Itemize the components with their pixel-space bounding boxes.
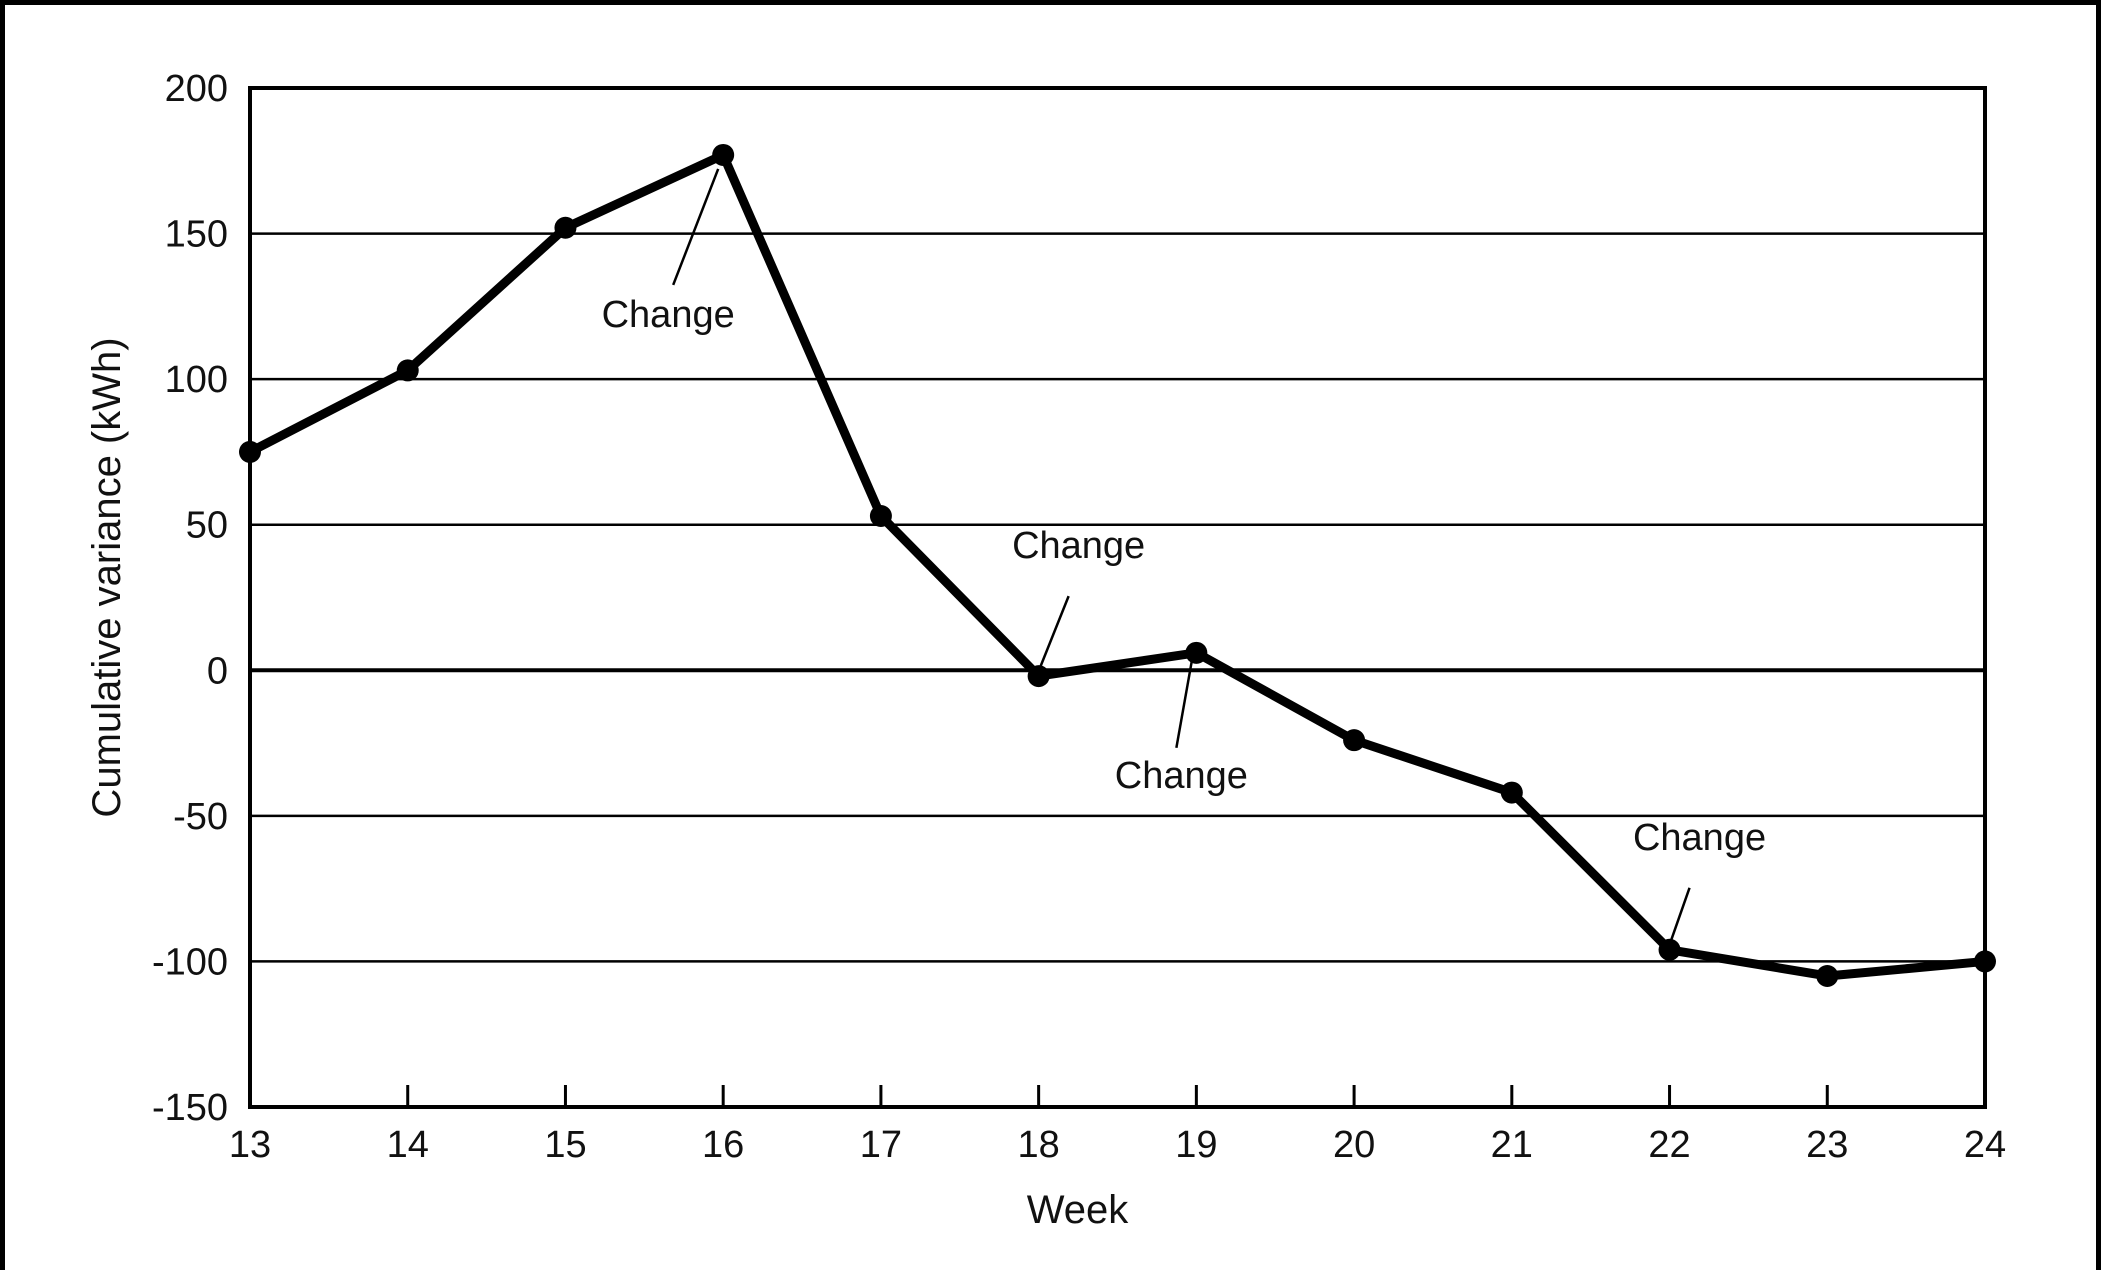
x-tick-label: 15 [544,1124,586,1166]
x-tick-label: 16 [702,1124,744,1166]
series-line-path [245,150,1990,981]
data-point-marker [1500,781,1523,804]
annotation-leader-line [672,168,720,286]
annotation-label: Change [1012,525,1145,567]
x-tick-label: 17 [860,1124,902,1166]
annotation-leader-line [1668,887,1691,946]
data-point-marker [1816,964,1839,987]
x-tick-label: 22 [1648,1124,1690,1166]
y-tick-label: 0 [207,650,228,692]
y-tick-label: -50 [173,796,228,838]
series-line [239,143,1996,987]
data-point-marker [1185,641,1208,664]
x-axis-title: Week [1027,1188,1130,1232]
data-point-marker [554,216,577,239]
data-point-marker [1974,950,1996,973]
x-tick-label: 18 [1017,1124,1059,1166]
x-tick-label: 23 [1806,1124,1848,1166]
data-point-marker [1027,665,1050,688]
axis-ticks [248,1085,1987,1107]
x-tick-label: 19 [1175,1124,1217,1166]
y-tick-label: 200 [165,68,228,110]
gridlines [250,232,1985,963]
x-tick-label: 24 [1964,1124,2006,1166]
y-tick-label: 50 [186,505,228,547]
annotation-label: Change [1633,817,1766,859]
annotation-label: Change [602,294,735,336]
plot-area-border [248,86,1987,1109]
data-point-marker [239,440,261,463]
data-point-marker [396,359,419,382]
x-tick-label: 21 [1491,1124,1533,1166]
y-tick-label: -150 [152,1087,228,1129]
y-tick-label: 150 [165,214,228,256]
y-axis-title: Cumulative variance (kWh) [85,337,129,817]
y-tick-label: 100 [165,359,228,401]
annotations: Change Change Change Change [602,168,1766,946]
x-tick-label: 13 [229,1124,271,1166]
data-point-marker [869,504,892,527]
annotation-leader-line [1175,657,1194,749]
x-tick-label: 20 [1333,1124,1375,1166]
y-tick-label: -100 [152,941,228,983]
annotation-label: Change [1115,755,1248,797]
data-point-marker [712,143,735,166]
annotation-leader-line [1037,595,1070,672]
data-point-marker [1658,938,1681,961]
x-tick-label: 14 [387,1124,429,1166]
data-point-marker [1343,729,1366,752]
